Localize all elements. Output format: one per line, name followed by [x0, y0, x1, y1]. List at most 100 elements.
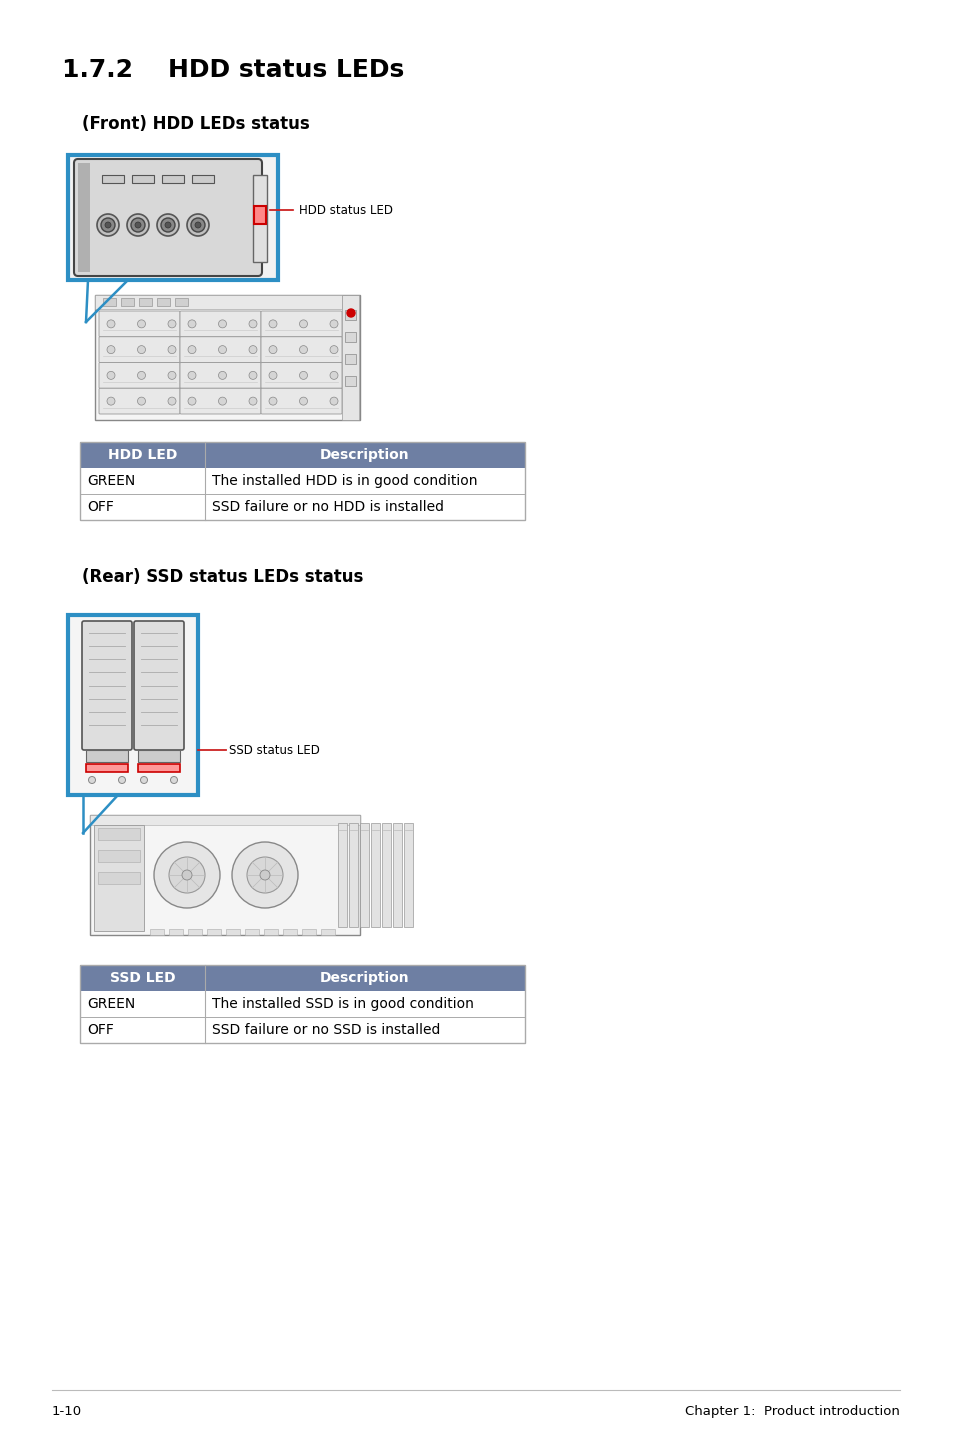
- Bar: [245, 929, 258, 935]
- Bar: [80, 441, 524, 467]
- Circle shape: [330, 371, 337, 380]
- Circle shape: [131, 219, 145, 232]
- Circle shape: [168, 345, 175, 354]
- Circle shape: [260, 870, 270, 880]
- Circle shape: [232, 843, 297, 907]
- Bar: [381, 823, 391, 928]
- Circle shape: [299, 397, 307, 406]
- Circle shape: [97, 214, 119, 236]
- Bar: [78, 162, 90, 272]
- Bar: [138, 751, 180, 762]
- Text: Description: Description: [320, 971, 410, 985]
- Circle shape: [182, 870, 192, 880]
- Circle shape: [194, 221, 201, 229]
- Circle shape: [118, 777, 126, 784]
- Text: 1.7.2    HDD status LEDs: 1.7.2 HDD status LEDs: [62, 58, 404, 82]
- Circle shape: [168, 319, 175, 328]
- FancyBboxPatch shape: [261, 388, 341, 414]
- Bar: [341, 295, 358, 420]
- Bar: [90, 815, 359, 825]
- Text: SSD failure or no SSD is installed: SSD failure or no SSD is installed: [212, 1022, 440, 1037]
- Bar: [98, 850, 140, 861]
- Bar: [283, 929, 296, 935]
- Bar: [80, 965, 524, 1043]
- Text: HDD status LED: HDD status LED: [298, 204, 393, 217]
- Bar: [150, 929, 164, 935]
- Bar: [253, 175, 267, 262]
- Bar: [345, 375, 355, 385]
- Bar: [121, 298, 133, 306]
- Bar: [80, 965, 524, 991]
- Text: GREEN: GREEN: [87, 997, 135, 1011]
- Bar: [192, 175, 213, 183]
- FancyBboxPatch shape: [261, 311, 341, 336]
- FancyBboxPatch shape: [180, 362, 261, 388]
- Text: GREEN: GREEN: [87, 475, 135, 487]
- Text: SSD status LED: SSD status LED: [229, 743, 319, 756]
- Bar: [207, 929, 221, 935]
- Circle shape: [107, 397, 115, 406]
- Bar: [226, 929, 240, 935]
- FancyBboxPatch shape: [133, 621, 184, 751]
- Circle shape: [107, 345, 115, 354]
- Circle shape: [168, 397, 175, 406]
- FancyBboxPatch shape: [99, 311, 180, 336]
- Circle shape: [127, 214, 149, 236]
- FancyBboxPatch shape: [99, 362, 180, 388]
- FancyBboxPatch shape: [180, 388, 261, 414]
- Circle shape: [218, 345, 226, 354]
- FancyBboxPatch shape: [99, 336, 180, 362]
- Circle shape: [218, 397, 226, 406]
- Circle shape: [269, 345, 276, 354]
- Bar: [98, 871, 140, 884]
- Circle shape: [191, 219, 205, 232]
- Circle shape: [247, 857, 283, 893]
- Text: SSD failure or no HDD is installed: SSD failure or no HDD is installed: [212, 500, 443, 513]
- Circle shape: [299, 319, 307, 328]
- Circle shape: [330, 345, 337, 354]
- Bar: [345, 332, 355, 342]
- Circle shape: [161, 219, 174, 232]
- Bar: [371, 823, 379, 928]
- Bar: [345, 354, 355, 364]
- Circle shape: [299, 345, 307, 354]
- Bar: [103, 298, 116, 306]
- Bar: [302, 929, 315, 935]
- Circle shape: [187, 214, 209, 236]
- Circle shape: [153, 843, 220, 907]
- Text: 1-10: 1-10: [52, 1405, 82, 1418]
- Circle shape: [168, 371, 175, 380]
- Bar: [98, 828, 140, 840]
- Bar: [95, 295, 341, 309]
- Bar: [139, 298, 152, 306]
- FancyBboxPatch shape: [99, 388, 180, 414]
- Circle shape: [137, 319, 146, 328]
- Bar: [345, 311, 355, 321]
- Bar: [86, 751, 128, 762]
- Bar: [162, 175, 184, 183]
- Bar: [80, 441, 524, 521]
- Circle shape: [140, 777, 148, 784]
- Circle shape: [105, 221, 111, 229]
- Circle shape: [330, 397, 337, 406]
- Bar: [169, 929, 183, 935]
- Circle shape: [249, 319, 256, 328]
- Circle shape: [269, 371, 276, 380]
- Bar: [102, 175, 124, 183]
- Bar: [90, 815, 359, 935]
- Circle shape: [347, 309, 355, 316]
- Circle shape: [137, 397, 146, 406]
- Circle shape: [157, 214, 179, 236]
- Circle shape: [218, 371, 226, 380]
- Bar: [264, 929, 277, 935]
- Circle shape: [165, 221, 171, 229]
- Text: The installed HDD is in good condition: The installed HDD is in good condition: [212, 475, 477, 487]
- FancyBboxPatch shape: [180, 311, 261, 336]
- Bar: [80, 991, 524, 1017]
- FancyBboxPatch shape: [261, 362, 341, 388]
- Text: Chapter 1:  Product introduction: Chapter 1: Product introduction: [684, 1405, 899, 1418]
- Bar: [174, 298, 188, 306]
- Bar: [86, 764, 128, 772]
- Text: Description: Description: [320, 449, 410, 462]
- Circle shape: [89, 777, 95, 784]
